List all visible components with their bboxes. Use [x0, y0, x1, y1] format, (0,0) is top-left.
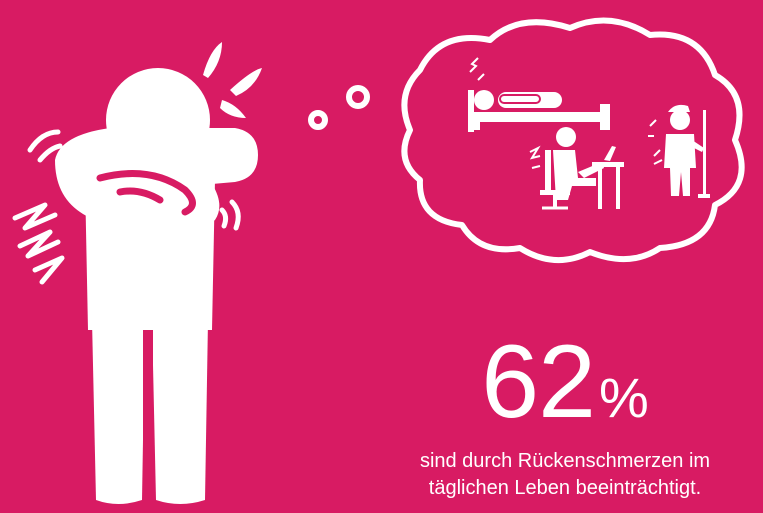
person-back-pain-icon [55, 68, 258, 504]
caption-line-2: täglichen Leben beeinträchtigt. [428, 477, 702, 499]
arm-outline [96, 170, 196, 216]
golfer-icon [648, 104, 710, 198]
pain-spark-icon [12, 129, 241, 285]
sweat-drops-icon [203, 42, 262, 118]
stat-caption: sind durch Rückenschmerzen im täglichen … [395, 448, 735, 502]
desk-worker-icon [529, 127, 624, 210]
percentage-stat: 62% [400, 330, 730, 434]
stat-value: 62 [481, 324, 596, 440]
stat-unit: % [598, 366, 649, 429]
caption-line-1: sind durch Rückenschmerzen im [419, 450, 711, 472]
lying-in-bed-icon [468, 57, 610, 132]
thought-bubble-icon [401, 17, 745, 264]
thought-dots [308, 85, 370, 130]
